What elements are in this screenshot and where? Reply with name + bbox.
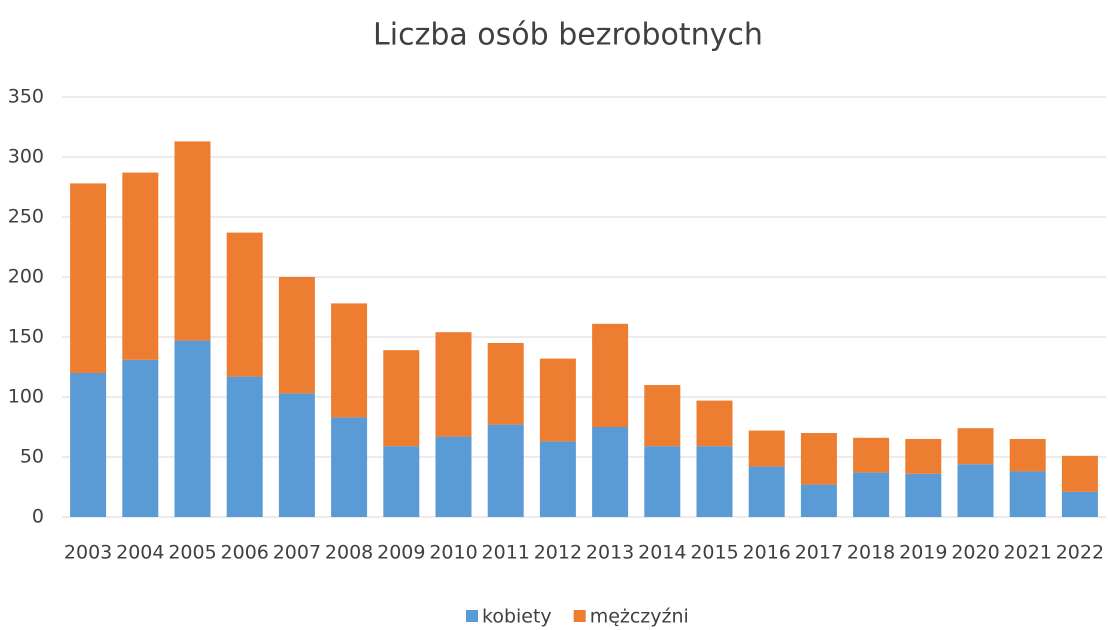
x-tick-label: 2004 (116, 542, 164, 564)
legend-swatch (466, 610, 478, 622)
bar (226, 376, 263, 517)
legend-label: kobiety (482, 606, 552, 628)
bar (174, 340, 211, 517)
chart-title: Liczba osób bezrobotnych (373, 18, 763, 53)
x-tick-label: 2007 (273, 542, 321, 564)
bar (592, 427, 629, 517)
bar (226, 232, 263, 377)
bar (696, 400, 733, 447)
bar (905, 473, 942, 517)
y-tick-label: 150 (8, 326, 44, 348)
x-tick-label: 2019 (899, 542, 947, 564)
x-tick-label: 2011 (482, 542, 530, 564)
y-tick-label: 200 (8, 266, 44, 288)
x-tick-label: 2012 (534, 542, 582, 564)
bar (696, 446, 733, 517)
x-tick-label: 2003 (64, 542, 112, 564)
bar (278, 393, 315, 517)
bar (748, 430, 785, 467)
bar (644, 385, 681, 447)
y-tick-label: 50 (20, 446, 44, 468)
y-tick-label: 300 (8, 146, 44, 168)
bar (122, 359, 159, 517)
legend-label: mężczyźni (590, 606, 689, 628)
y-tick-label: 100 (8, 386, 44, 408)
x-tick-label: 2009 (377, 542, 425, 564)
bar (644, 446, 681, 517)
bar (905, 439, 942, 474)
x-tick-label: 2010 (429, 542, 477, 564)
bar (383, 446, 420, 517)
bar (853, 437, 890, 473)
bar (592, 323, 629, 427)
x-tick-label: 2015 (690, 542, 738, 564)
bar (487, 424, 524, 517)
bar (748, 466, 785, 517)
bar (435, 332, 472, 437)
bar (174, 141, 211, 341)
bar (1009, 439, 1046, 472)
bar (539, 358, 576, 442)
bar (957, 464, 994, 517)
bar (487, 343, 524, 425)
y-tick-label: 250 (8, 206, 44, 228)
bar (957, 428, 994, 465)
x-tick-label: 2022 (1056, 542, 1104, 564)
bar (435, 436, 472, 517)
bar (70, 373, 107, 517)
bar (278, 277, 315, 394)
bar (853, 472, 890, 517)
y-tick-label: 350 (8, 86, 44, 108)
y-tick-label: 0 (32, 506, 44, 528)
bar (1061, 455, 1098, 492)
bar (539, 441, 576, 517)
bar (1061, 491, 1098, 517)
x-tick-label: 2021 (1004, 542, 1052, 564)
x-tick-label: 2020 (951, 542, 999, 564)
x-tick-label: 2005 (168, 542, 216, 564)
x-tick-label: 2013 (586, 542, 634, 564)
x-tick-label: 2018 (847, 542, 895, 564)
bar (800, 484, 837, 517)
x-tick-label: 2006 (221, 542, 269, 564)
bar (800, 433, 837, 485)
bar (331, 303, 368, 418)
x-tick-label: 2017 (795, 542, 843, 564)
bar (383, 350, 420, 447)
legend-swatch (573, 610, 586, 622)
bar (122, 172, 159, 360)
bar (331, 417, 368, 517)
x-tick-label: 2014 (638, 542, 686, 564)
bar (1009, 471, 1046, 517)
bar (70, 183, 107, 373)
x-tick-label: 2016 (743, 542, 791, 564)
x-tick-label: 2008 (325, 542, 373, 564)
